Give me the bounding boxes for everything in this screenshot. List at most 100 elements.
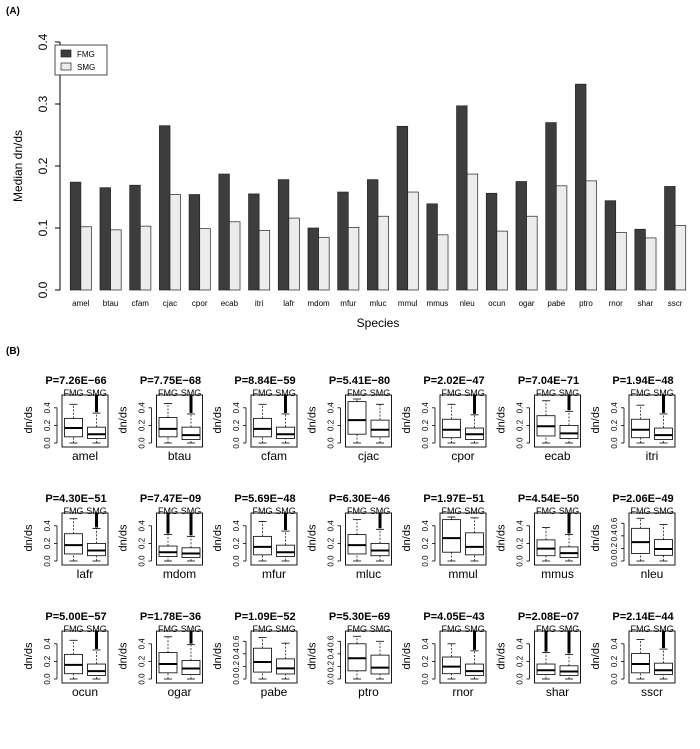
group-label-fmg: FMG: [536, 506, 556, 516]
x-tick-label: rnor: [609, 299, 624, 308]
bar-fmg-ogar: [515, 181, 527, 291]
y-tick-label: 0.4: [516, 402, 525, 414]
species-label: ecab: [544, 449, 570, 463]
y-tick-label: 0.0: [138, 437, 147, 449]
y-tick-label: 0.2: [43, 419, 52, 431]
bar-smg-cpor: [199, 228, 211, 291]
bar-fmg-ecab: [218, 173, 230, 291]
y-tick-label: 0.2: [43, 655, 52, 667]
y-axis-label: dn/ds: [118, 524, 130, 551]
bar-fmg-itri: [248, 193, 260, 291]
box-fmg: [347, 401, 367, 435]
bar-fmg-rnor: [604, 200, 617, 291]
bar-fmg-mluc: [367, 179, 379, 291]
pvalue-label: P=5.30E−69: [329, 611, 390, 623]
y-tick-label: 0.0: [43, 555, 52, 567]
y-axis-label: dn/ds: [212, 642, 224, 669]
x-tick-label: mfur: [340, 299, 356, 308]
y-tick-label: 0.4: [138, 402, 147, 414]
group-label-fmg: FMG: [64, 624, 84, 634]
y-tick-label: 0.0: [232, 555, 241, 567]
group-label-smg: SMG: [181, 388, 202, 398]
y-tick-label: 0.4: [421, 638, 430, 650]
group-label-fmg: FMG: [442, 624, 462, 634]
plot-frame: [534, 630, 581, 684]
plot-frame: [61, 630, 109, 684]
bar-smg-mdom: [318, 236, 330, 291]
pvalue-label: P=6.30E−46: [329, 493, 390, 505]
y-tick-label: 0.2: [138, 655, 147, 667]
y-tick-label: 0.4: [232, 520, 241, 532]
box-smg: [87, 663, 106, 676]
bar-fmg-btau: [99, 187, 111, 291]
group-label-smg: SMG: [559, 506, 580, 516]
y-tick-label: 0.4: [327, 648, 336, 660]
bar-fmg-mmus: [426, 203, 438, 291]
group-label-smg: SMG: [464, 506, 485, 516]
box-smg: [465, 532, 484, 556]
y-tick-label: 0.4: [232, 402, 241, 414]
group-label-smg: SMG: [86, 388, 107, 398]
group-label-smg: SMG: [370, 506, 391, 516]
y-tick-label: 0.2: [516, 655, 525, 667]
bar-fmg-amel: [69, 181, 82, 291]
species-label: mfur: [262, 567, 286, 581]
pvalue-label: P=5.41E−80: [329, 375, 390, 387]
y-tick-label: 0.2: [421, 655, 430, 667]
panel-label-b: (B): [6, 346, 20, 357]
group-label-fmg: FMG: [347, 388, 367, 398]
box-fmg: [253, 535, 272, 556]
y-axis-label: dn/ds: [212, 406, 224, 433]
group-label-fmg: FMG: [253, 506, 273, 516]
group-label-smg: SMG: [275, 506, 296, 516]
box-smg: [276, 658, 295, 675]
species-label: amel: [72, 449, 98, 463]
pvalue-label: P=1.78E−36: [140, 611, 201, 623]
pvalue-label: P=4.54E−50: [518, 493, 579, 505]
box-smg: [654, 427, 673, 440]
y-tick-label: 0.4: [421, 520, 430, 532]
group-label-smg: SMG: [86, 506, 107, 516]
group-label-smg: SMG: [275, 624, 296, 634]
y-tick-label: 0.4: [43, 520, 52, 532]
y-tick-label: 0.0: [516, 437, 525, 449]
x-tick-label: ocun: [488, 299, 505, 308]
legend-swatch-fmg: [60, 49, 72, 58]
group-label-smg: SMG: [653, 388, 674, 398]
pvalue-label: P=2.08E−07: [518, 611, 579, 623]
x-tick-label: btau: [103, 299, 119, 308]
x-tick-label: mmus: [427, 299, 449, 308]
y-tick-label: 0.2: [421, 537, 430, 549]
box-smg: [276, 544, 295, 557]
pvalue-label: P=1.97E−51: [423, 493, 484, 505]
bar-smg-mfur: [347, 227, 360, 291]
pvalue-label: P=7.04E−71: [518, 375, 579, 387]
bar-smg-nleu: [466, 173, 479, 291]
y-tick-label: 0.2: [232, 419, 241, 431]
y-tick-label: 0.0: [327, 437, 336, 449]
plot-frame: [628, 512, 676, 566]
y-tick-label: 0.0: [327, 673, 336, 685]
group-label-fmg: FMG: [158, 506, 178, 516]
bar-smg-ocun: [496, 230, 508, 291]
species-label: ogar: [167, 685, 191, 699]
y-tick-label: 0.0: [327, 555, 336, 567]
y-tick-label: 0.4: [43, 638, 52, 650]
group-label-fmg: FMG: [347, 506, 367, 516]
group-label-fmg: FMG: [64, 506, 84, 516]
box-smg: [654, 539, 673, 556]
y-tick-label: 0.2: [610, 419, 619, 431]
y-tick-label: 0.2: [138, 419, 147, 431]
y-tick-label: 0.2: [232, 660, 241, 672]
plot-frame: [61, 512, 109, 566]
pvalue-label: P=1.09E−52: [234, 611, 295, 623]
